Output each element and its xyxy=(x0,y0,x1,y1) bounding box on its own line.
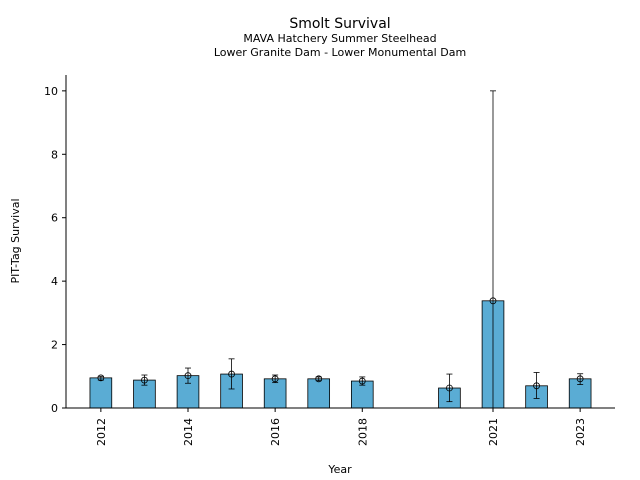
bar-2017 xyxy=(307,378,331,409)
chart-subtitle-1: MAVA Hatchery Summer Steelhead xyxy=(243,32,436,45)
plot-area: 0 2 4 6 8 10 2012 2014 2016 2018 2021 2023 xyxy=(44,75,615,446)
bar-2012 xyxy=(89,377,113,409)
point-marker-2013 xyxy=(141,376,148,384)
y-tick-label-2: 2 xyxy=(51,339,58,352)
point-marker-2020 xyxy=(446,384,453,392)
chart-title: Smolt Survival xyxy=(289,16,390,32)
point-marker-2023 xyxy=(576,375,584,383)
y-tick-label-0: 0 xyxy=(51,402,58,415)
point-marker-2012 xyxy=(97,374,105,382)
point-marker-2015 xyxy=(228,370,235,378)
x-tick-label-2014: 2014 xyxy=(182,418,195,446)
x-tick-label-2016: 2016 xyxy=(269,418,282,446)
point-marker-2016 xyxy=(271,375,279,383)
x-tick-label-2023: 2023 xyxy=(574,418,587,446)
x-tick-label-2021: 2021 xyxy=(487,418,500,446)
y-tick-label-8: 8 xyxy=(51,148,58,161)
point-marker-2014 xyxy=(184,372,192,380)
y-tick-label-4: 4 xyxy=(51,275,58,288)
point-marker-2018 xyxy=(358,377,366,385)
point-marker-2017 xyxy=(315,375,323,383)
x-tick-label-2018: 2018 xyxy=(356,418,369,446)
y-axis-label: PIT-Tag Survival xyxy=(9,198,22,283)
point-marker-2022 xyxy=(533,382,540,390)
y-tick-label-6: 6 xyxy=(51,212,58,225)
chart-subtitle-2: Lower Granite Dam - Lower Monumental Dam xyxy=(214,46,466,59)
x-tick-label-2012: 2012 xyxy=(95,418,108,446)
x-axis-label: Year xyxy=(327,463,352,476)
point-marker-2021 xyxy=(489,297,497,305)
bar-2016 xyxy=(263,378,287,409)
y-tick-label-10: 10 xyxy=(44,85,58,98)
